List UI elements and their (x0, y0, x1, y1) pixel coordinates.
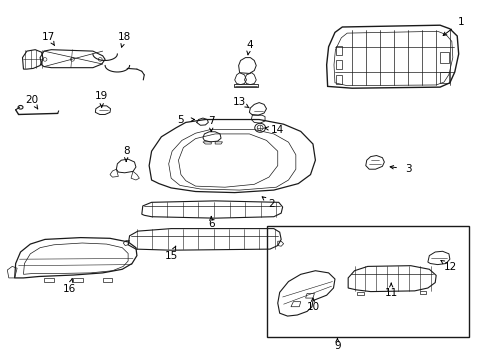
Text: 9: 9 (333, 341, 340, 351)
Text: 20: 20 (25, 95, 38, 105)
Text: 7: 7 (207, 116, 214, 126)
Bar (266, 226, 468, 337)
Text: 13: 13 (232, 96, 246, 107)
Text: 10: 10 (306, 302, 319, 312)
Text: 16: 16 (62, 284, 76, 294)
Text: 11: 11 (384, 288, 397, 298)
Text: 14: 14 (270, 125, 284, 135)
Text: 5: 5 (177, 114, 184, 125)
Text: 19: 19 (95, 91, 108, 102)
Text: 6: 6 (207, 219, 214, 229)
Text: 17: 17 (42, 32, 56, 42)
Text: 15: 15 (164, 251, 178, 261)
Text: 18: 18 (118, 32, 131, 42)
Text: 4: 4 (245, 40, 252, 50)
Text: 8: 8 (122, 146, 129, 156)
Text: 1: 1 (456, 17, 463, 27)
Text: 12: 12 (443, 262, 457, 272)
Text: 3: 3 (405, 164, 411, 174)
Text: 2: 2 (268, 199, 275, 210)
